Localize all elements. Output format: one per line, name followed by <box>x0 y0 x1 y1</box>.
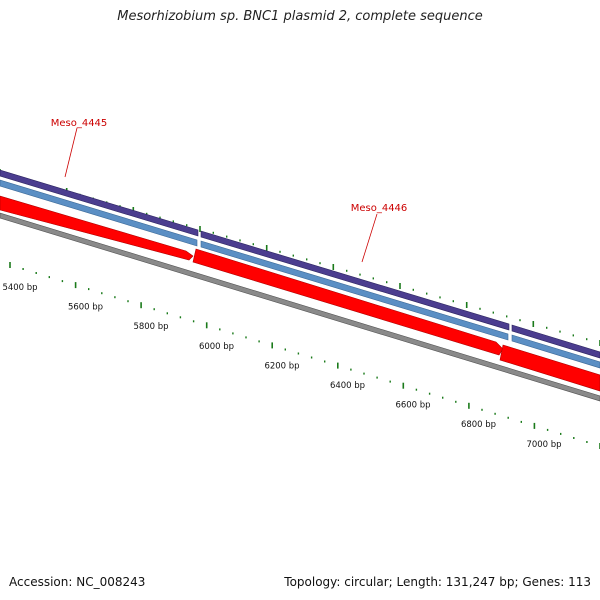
map-title: Mesorhizobium sp. BNC1 plasmid 2, comple… <box>117 9 483 24</box>
track-dark-segment-2 <box>200 230 510 331</box>
scale-label: 6200 bp <box>264 361 299 371</box>
scale-label: 6000 bp <box>199 342 234 352</box>
accession-label: Accession: NC_008243 <box>9 575 146 589</box>
scale-label: 5400 bp <box>2 283 37 293</box>
topology-summary: Topology: circular; Length: 131,247 bp; … <box>284 575 591 589</box>
upper-tick-row <box>0 169 600 346</box>
sequence-backbone <box>0 212 600 402</box>
track-dark-segment-1 <box>0 169 199 237</box>
track-dark-segment-3 <box>511 324 600 359</box>
scale-tick-row <box>9 262 600 449</box>
gene-label-meso-4445[interactable]: Meso_4445 <box>51 118 108 129</box>
gene-label-meso-4446[interactable]: Meso_4446 <box>351 203 408 214</box>
gene-arrow-meso-4445[interactable] <box>0 195 194 261</box>
scale-labels: 5400 bp 5600 bp 5800 bp 6000 bp 6200 bp 6400 … <box>2 283 561 450</box>
leader-line-meso-4445 <box>64 127 78 178</box>
scale-label: 6400 bp <box>330 381 365 391</box>
track-light-segment-3 <box>511 334 600 369</box>
track-light-segment-1 <box>0 179 198 247</box>
scale-label: 5600 bp <box>68 303 103 313</box>
track-light-segment-2 <box>200 240 509 341</box>
scale-label: 7000 bp <box>526 440 561 450</box>
gene-arrow-meso-4446[interactable] <box>192 248 504 356</box>
leader-line-meso-4446 <box>361 213 378 263</box>
gene-arrow-next[interactable] <box>499 344 600 392</box>
scale-label: 6800 bp <box>461 420 496 430</box>
scale-label: 5800 bp <box>133 322 168 332</box>
scale-label: 6600 bp <box>395 401 430 411</box>
